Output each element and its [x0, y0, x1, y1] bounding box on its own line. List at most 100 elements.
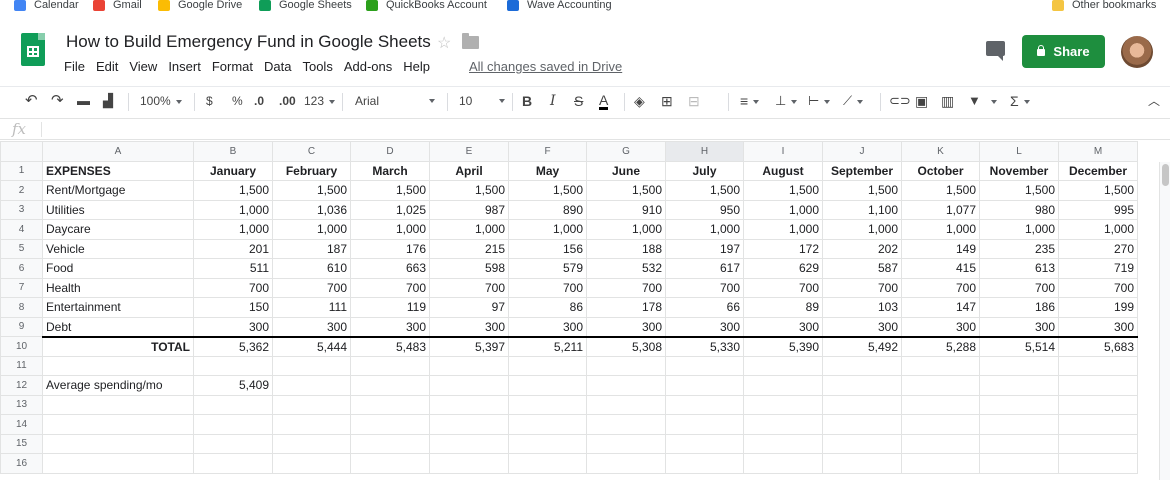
- value-cell[interactable]: 300: [272, 316, 351, 337]
- empty-cell[interactable]: [42, 355, 194, 376]
- comment-history-icon[interactable]: [986, 41, 1005, 61]
- month-header-cell[interactable]: September: [822, 160, 902, 181]
- row-header-9[interactable]: 9: [0, 316, 43, 337]
- value-cell[interactable]: 700: [979, 277, 1059, 298]
- menu-file[interactable]: File: [64, 59, 85, 74]
- bookmark-gmail[interactable]: Gmail: [93, 0, 142, 12]
- empty-cell[interactable]: [1058, 453, 1138, 474]
- menu-edit[interactable]: Edit: [95, 59, 119, 74]
- empty-cell[interactable]: [272, 414, 351, 435]
- value-cell[interactable]: 300: [429, 316, 509, 337]
- value-cell[interactable]: 511: [193, 258, 273, 279]
- value-cell[interactable]: 700: [429, 277, 509, 298]
- borders-icon[interactable]: ⊞: [661, 93, 673, 109]
- total-value-cell[interactable]: 5,390: [743, 335, 823, 357]
- value-cell[interactable]: 719: [1058, 258, 1138, 279]
- star-icon[interactable]: ☆: [437, 35, 452, 52]
- number-format-select[interactable]: 123: [304, 93, 336, 109]
- month-header-cell[interactable]: April: [429, 160, 509, 181]
- value-cell[interactable]: 66: [665, 297, 744, 318]
- month-header-cell[interactable]: October: [901, 160, 980, 181]
- empty-cell[interactable]: [743, 414, 823, 435]
- value-cell[interactable]: 1,000: [429, 219, 509, 240]
- empty-cell[interactable]: [665, 355, 744, 376]
- value-cell[interactable]: 587: [822, 258, 902, 279]
- empty-cell[interactable]: [743, 433, 823, 454]
- expense-label-cell[interactable]: Daycare: [42, 219, 194, 240]
- value-cell[interactable]: 700: [193, 277, 273, 298]
- value-cell[interactable]: 1,500: [508, 180, 587, 201]
- value-cell[interactable]: 119: [350, 297, 430, 318]
- undo-icon[interactable]: ↶: [25, 92, 38, 109]
- value-cell[interactable]: 910: [586, 199, 666, 220]
- empty-cell[interactable]: [42, 433, 194, 454]
- month-header-cell[interactable]: January: [193, 160, 273, 181]
- bookmark-wave-accounting[interactable]: Wave Accounting: [507, 0, 612, 12]
- column-header-c[interactable]: C: [272, 141, 351, 162]
- filter-icon[interactable]: ▼: [968, 93, 997, 109]
- collapse-toolbar-icon[interactable]: ︿: [1148, 94, 1161, 108]
- bookmark-calendar[interactable]: Calendar: [14, 0, 79, 12]
- empty-cell[interactable]: [508, 453, 587, 474]
- value-cell[interactable]: 995: [1058, 199, 1138, 220]
- vertical-scrollbar[interactable]: [1159, 162, 1170, 480]
- value-cell[interactable]: 1,077: [901, 199, 980, 220]
- value-cell[interactable]: 579: [508, 258, 587, 279]
- value-cell[interactable]: 1,000: [665, 219, 744, 240]
- month-header-cell[interactable]: March: [350, 160, 430, 181]
- empty-cell[interactable]: [901, 394, 980, 415]
- scroll-thumb[interactable]: [1162, 164, 1169, 186]
- share-button[interactable]: Share: [1022, 35, 1105, 68]
- value-cell[interactable]: 188: [586, 238, 666, 259]
- value-cell[interactable]: 1,500: [1058, 180, 1138, 201]
- value-cell[interactable]: 197: [665, 238, 744, 259]
- column-header-k[interactable]: K: [901, 141, 980, 162]
- vertical-align-icon[interactable]: ⊥: [775, 93, 798, 109]
- value-cell[interactable]: 617: [665, 258, 744, 279]
- empty-cell[interactable]: [979, 355, 1059, 376]
- total-value-cell[interactable]: 5,308: [586, 335, 666, 357]
- value-cell[interactable]: 300: [665, 316, 744, 337]
- total-value-cell[interactable]: 5,362: [193, 335, 273, 357]
- value-cell[interactable]: 300: [901, 316, 980, 337]
- value-cell[interactable]: 201: [193, 238, 273, 259]
- value-cell[interactable]: 1,500: [901, 180, 980, 201]
- empty-cell[interactable]: [822, 414, 902, 435]
- value-cell[interactable]: 700: [1058, 277, 1138, 298]
- value-cell[interactable]: 700: [272, 277, 351, 298]
- empty-cell[interactable]: [508, 355, 587, 376]
- row-header-2[interactable]: 2: [0, 180, 43, 201]
- value-cell[interactable]: 1,500: [193, 180, 273, 201]
- expense-label-cell[interactable]: Food: [42, 258, 194, 279]
- empty-cell[interactable]: [1058, 414, 1138, 435]
- value-cell[interactable]: 700: [350, 277, 430, 298]
- value-cell[interactable]: 1,500: [350, 180, 430, 201]
- total-value-cell[interactable]: 5,397: [429, 335, 509, 357]
- total-value-cell[interactable]: 5,492: [822, 335, 902, 357]
- value-cell[interactable]: 150: [193, 297, 273, 318]
- value-cell[interactable]: 1,500: [272, 180, 351, 201]
- insert-chart-icon[interactable]: ▥: [941, 93, 955, 109]
- value-cell[interactable]: 300: [586, 316, 666, 337]
- total-value-cell[interactable]: 5,330: [665, 335, 744, 357]
- empty-cell[interactable]: [350, 453, 430, 474]
- value-cell[interactable]: 270: [1058, 238, 1138, 259]
- empty-cell[interactable]: [743, 375, 823, 396]
- value-cell[interactable]: 613: [979, 258, 1059, 279]
- value-cell[interactable]: 89: [743, 297, 823, 318]
- empty-cell[interactable]: [508, 375, 587, 396]
- select-all-corner[interactable]: [0, 141, 43, 162]
- empty-cell[interactable]: [508, 433, 587, 454]
- menu-add-ons[interactable]: Add-ons: [343, 59, 393, 74]
- value-cell[interactable]: 598: [429, 258, 509, 279]
- paint-format-icon[interactable]: ▟: [103, 93, 113, 108]
- empty-cell[interactable]: [429, 355, 509, 376]
- value-cell[interactable]: 1,500: [743, 180, 823, 201]
- value-cell[interactable]: 215: [429, 238, 509, 259]
- empty-cell[interactable]: [586, 414, 666, 435]
- row-header-11[interactable]: 11: [0, 355, 43, 376]
- value-cell[interactable]: 97: [429, 297, 509, 318]
- column-header-h[interactable]: H: [665, 141, 744, 162]
- empty-cell[interactable]: [901, 375, 980, 396]
- column-header-e[interactable]: E: [429, 141, 509, 162]
